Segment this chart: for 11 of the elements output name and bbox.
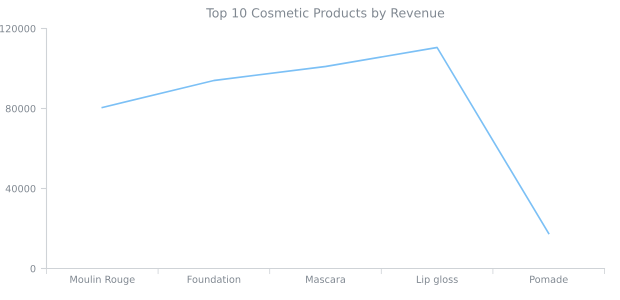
x-tick-label: Foundation xyxy=(188,275,240,283)
x-tick-label: Mascara xyxy=(306,276,345,283)
x-tick-label: Pomade xyxy=(530,275,568,283)
chart-title: Top 10 Cosmetic Products by Revenue xyxy=(206,8,444,20)
y-tick-label: 0 xyxy=(30,264,36,272)
line-series xyxy=(101,46,550,234)
y-tick-label: 80000 xyxy=(6,104,36,112)
y-tick-label: 120000 xyxy=(0,24,36,32)
x-tick-label: Lip gloss xyxy=(416,275,458,285)
y-tick-label: 40000 xyxy=(6,184,36,192)
x-tick-label: Moulin Rouge xyxy=(70,275,135,285)
